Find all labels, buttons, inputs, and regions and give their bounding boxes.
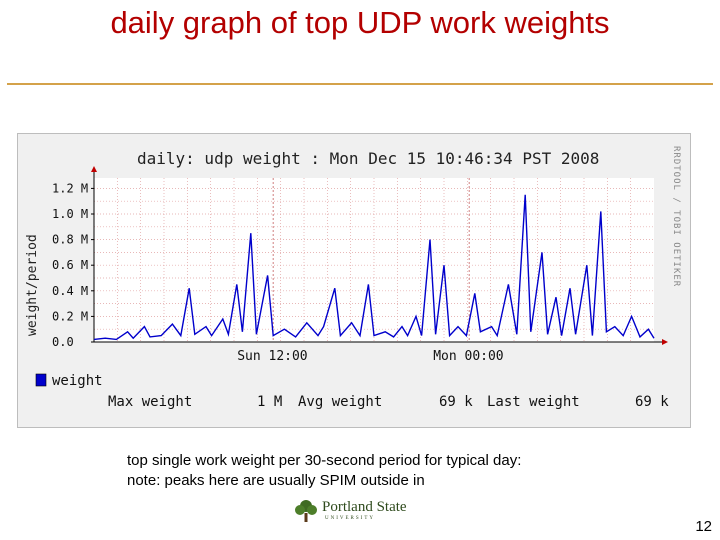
logo-wordmark: Portland State — [322, 499, 407, 515]
legend-swatch — [35, 373, 47, 387]
x-tick-label: Sun 12:00 — [237, 349, 307, 364]
axis-layer — [91, 166, 668, 345]
title-divider — [7, 83, 713, 85]
x-ticks: Sun 12:00 Mon 00:00 — [237, 349, 503, 364]
chart-svg: daily: udp weight : Mon Dec 15 10:46:34 … — [25, 146, 681, 410]
logo-subtitle: UNIVERSITY — [325, 516, 375, 521]
legend-series-label: weight — [52, 373, 103, 389]
legend-avg-label: Avg weight — [298, 394, 382, 410]
y-axis-label: weight/period — [25, 234, 40, 336]
legend-last-label: Last weight — [487, 394, 580, 410]
legend-avg-value: 69 k — [439, 394, 473, 410]
tree-logo-icon — [295, 500, 317, 522]
y-axis-arrow — [91, 166, 97, 172]
series-line-weight — [93, 194, 655, 341]
y-tick-label: 1.2 M — [52, 181, 88, 195]
y-tick-label: 0.8 M — [52, 233, 88, 247]
x-axis-arrow — [662, 339, 668, 345]
chart-title: daily: udp weight : Mon Dec 15 10:46:34 … — [137, 149, 599, 168]
legend-last-value: 69 k — [635, 394, 669, 410]
portland-state-logo: Portland State UNIVERSITY — [292, 497, 412, 527]
grid-layer — [94, 178, 654, 342]
y-tick-label: 0.0 — [52, 335, 74, 349]
caption: top single work weight per 30-second per… — [127, 451, 521, 491]
y-ticks: 0.0 0.2 M 0.4 M 0.6 M 0.8 M 1.0 M 1.2 M — [52, 181, 94, 349]
legend-max-value: 1 M — [257, 394, 282, 410]
x-tick-label: Mon 00:00 — [433, 349, 503, 364]
slide-title: daily graph of top UDP work weights — [110, 5, 610, 40]
y-tick-label: 0.4 M — [52, 284, 88, 298]
y-tick-label: 0.6 M — [52, 258, 88, 272]
y-tick-label: 1.0 M — [52, 207, 88, 221]
y-tick-label: 0.2 M — [52, 309, 88, 323]
caption-line-1: top single work weight per 30-second per… — [127, 452, 522, 469]
page-number: 12 — [695, 518, 712, 535]
rrd-graph: daily: udp weight : Mon Dec 15 10:46:34 … — [17, 133, 691, 428]
rrdtool-watermark: RRDTOOL / TOBI OETIKER — [671, 146, 681, 287]
caption-line-2: note: peaks here are usually SPIM outsid… — [127, 472, 425, 489]
legend-max-label: Max weight — [108, 394, 192, 410]
